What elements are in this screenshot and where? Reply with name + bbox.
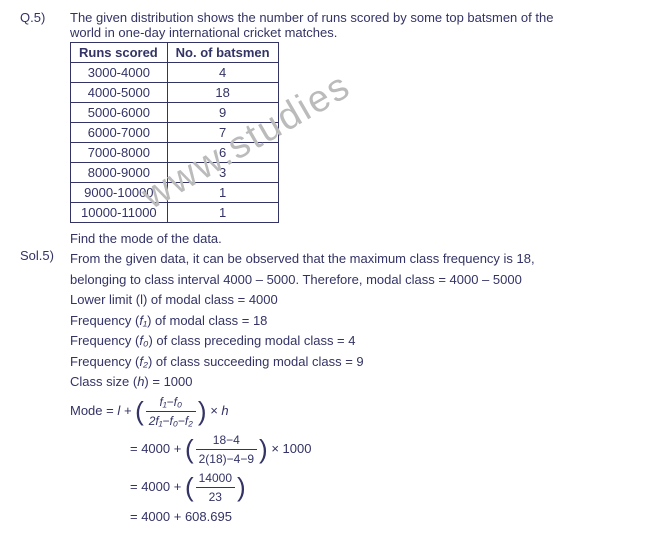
- sol-line-7: Class size (h) = 1000: [70, 372, 629, 392]
- question-find: Find the mode of the data.: [70, 231, 629, 246]
- cell-runs: 7000-8000: [71, 143, 168, 163]
- table-row: 4000-500018: [71, 83, 279, 103]
- sol-line-5: Frequency (f₀) of class preceding modal …: [70, 331, 629, 351]
- sol-3-val: 4000: [249, 292, 278, 307]
- cell-batsmen: 1: [167, 203, 278, 223]
- formula-lplus: l +: [117, 402, 135, 417]
- sol-7-suffix: ) = 1000: [144, 374, 192, 389]
- open-paren: (: [185, 474, 194, 500]
- solution-content: From the given data, it can be observed …: [70, 248, 629, 527]
- cell-runs: 4000-5000: [71, 83, 168, 103]
- frac-num: 14000: [196, 469, 235, 488]
- sol-line-4: Frequency (f₁) of modal class = 18: [70, 311, 629, 331]
- cell-batsmen: 7: [167, 123, 278, 143]
- cell-batsmen: 3: [167, 163, 278, 183]
- formula-line: Mode = l + ( f₁−f₀ 2f₁−f₀−f₂ ) × h: [70, 393, 629, 430]
- cell-runs: 9000-10000: [71, 183, 168, 203]
- sol-5-suffix: ) of class preceding modal class = 4: [148, 333, 355, 348]
- sol-line-1: From the given data, it can be observed …: [70, 249, 629, 269]
- sol-3-prefix: Lower limit (l) of modal class =: [70, 292, 249, 307]
- step3-prefix: = 4000 +: [130, 478, 185, 493]
- sol-7-prefix: Class size (: [70, 374, 137, 389]
- table-header-row: Runs scored No. of batsmen: [71, 43, 279, 63]
- formula-lhs: Mode =: [70, 402, 117, 417]
- table-row: 9000-100001: [71, 183, 279, 203]
- sol-4-suffix: ) of modal class = 18: [147, 313, 267, 328]
- data-table: Runs scored No. of batsmen 3000-40004 40…: [70, 42, 279, 223]
- step2-line: = 4000 + ( 18−4 2(18)−4−9 ) × 1000: [70, 431, 629, 468]
- fraction: 18−4 2(18)−4−9: [196, 431, 257, 468]
- solution-row: Sol.5) From the given data, it can be ob…: [20, 248, 629, 527]
- sol-5-prefix: Frequency (: [70, 333, 139, 348]
- table-row: 3000-40004: [71, 63, 279, 83]
- open-paren: (: [135, 398, 144, 424]
- cell-batsmen: 4: [167, 63, 278, 83]
- frac-den: 2(18)−4−9: [196, 450, 257, 468]
- fraction: 14000 23: [196, 469, 235, 506]
- cell-batsmen: 18: [167, 83, 278, 103]
- open-paren: (: [185, 436, 194, 462]
- frac-den: 23: [196, 488, 235, 506]
- sol-4-prefix: Frequency (: [70, 313, 139, 328]
- sol-line-2: belonging to class interval 4000 – 5000.…: [70, 270, 629, 290]
- question-row: Q.5) The given distribution shows the nu…: [20, 10, 629, 246]
- sol-line-3: Lower limit (l) of modal class = 4000: [70, 290, 629, 310]
- cell-batsmen: 9: [167, 103, 278, 123]
- sol-4-var: f₁: [139, 313, 147, 328]
- frac-den: 2f₁−f₀−f₂: [146, 412, 196, 430]
- cell-runs: 6000-7000: [71, 123, 168, 143]
- header-batsmen: No. of batsmen: [167, 43, 278, 63]
- close-paren: ): [237, 474, 246, 500]
- cell-runs: 10000-11000: [71, 203, 168, 223]
- question-text-1: The given distribution shows the number …: [70, 10, 629, 25]
- table-row: 8000-90003: [71, 163, 279, 183]
- table-row: 7000-80006: [71, 143, 279, 163]
- header-runs: Runs scored: [71, 43, 168, 63]
- step2-suffix: × 1000: [271, 440, 311, 455]
- step2-fraction-group: ( 18−4 2(18)−4−9 ): [185, 431, 268, 468]
- sol-6-var: f₂: [139, 354, 148, 369]
- step4-line: = 4000 + 608.695: [70, 507, 629, 527]
- frac-num: f₁−f₀: [146, 393, 196, 412]
- formula-fraction-group: ( f₁−f₀ 2f₁−f₀−f₂ ): [135, 393, 206, 430]
- cell-runs: 5000-6000: [71, 103, 168, 123]
- question-text-2: world in one-day international cricket m…: [70, 25, 629, 40]
- fraction: f₁−f₀ 2f₁−f₀−f₂: [146, 393, 196, 430]
- close-paren: ): [259, 436, 268, 462]
- sol-line-6: Frequency (f₂) of class succeeding modal…: [70, 352, 629, 372]
- close-paren: ): [198, 398, 207, 424]
- table-row: 5000-60009: [71, 103, 279, 123]
- table-row: 10000-110001: [71, 203, 279, 223]
- formula-timesh: × h: [210, 402, 228, 417]
- step3-line: = 4000 + ( 14000 23 ): [70, 469, 629, 506]
- table-row: 6000-70007: [71, 123, 279, 143]
- sol-6-prefix: Frequency (: [70, 354, 139, 369]
- sol-6-suffix: ) of class succeeding modal class = 9: [148, 354, 364, 369]
- cell-batsmen: 1: [167, 183, 278, 203]
- step3-fraction-group: ( 14000 23 ): [185, 469, 246, 506]
- cell-runs: 8000-9000: [71, 163, 168, 183]
- cell-runs: 3000-4000: [71, 63, 168, 83]
- step2-prefix: = 4000 +: [130, 440, 185, 455]
- question-content: The given distribution shows the number …: [70, 10, 629, 246]
- cell-batsmen: 6: [167, 143, 278, 163]
- frac-num: 18−4: [196, 431, 257, 450]
- question-label: Q.5): [20, 10, 70, 246]
- solution-label: Sol.5): [20, 248, 70, 527]
